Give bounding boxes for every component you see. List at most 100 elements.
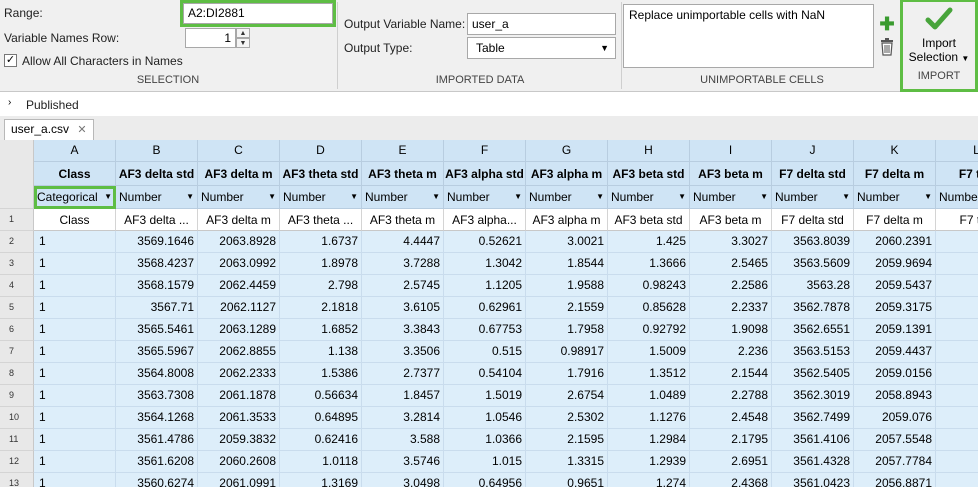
table-cell[interactable]: 0. [936, 451, 978, 473]
column-letter-header[interactable]: K [854, 140, 936, 162]
table-cell[interactable]: 1.3512 [608, 363, 690, 385]
table-cell[interactable]: 1.1276 [608, 407, 690, 429]
published-label[interactable]: Published [26, 98, 79, 112]
table-cell[interactable]: 2059.5437 [854, 275, 936, 297]
table-cell[interactable]: 1 [34, 429, 116, 451]
table-cell[interactable]: 2059.3832 [198, 429, 280, 451]
table-cell[interactable]: 2061.1878 [198, 385, 280, 407]
table-cell[interactable]: 0.64895 [280, 407, 362, 429]
table-cell[interactable]: 3563.5609 [772, 253, 854, 275]
table-cell[interactable]: 1.2939 [608, 451, 690, 473]
table-cell[interactable]: 2.236 [690, 341, 772, 363]
table-cell[interactable]: 1.5386 [280, 363, 362, 385]
table-cell[interactable]: 3.0498 [362, 473, 444, 487]
table-cell[interactable]: 3565.5967 [116, 341, 198, 363]
chevron-right-icon[interactable]: › [8, 97, 12, 108]
table-cell[interactable]: 3.0021 [526, 231, 608, 253]
column-type-dropdown[interactable]: Numbe▼ [936, 186, 978, 209]
table-cell[interactable]: 2062.1127 [198, 297, 280, 319]
table-cell[interactable]: 1.0546 [444, 407, 526, 429]
table-cell[interactable]: 1.8978 [280, 253, 362, 275]
table-cell[interactable]: 2063.1289 [198, 319, 280, 341]
column-type-dropdown[interactable]: Number ▼ [772, 186, 854, 209]
original-name-cell[interactable]: AF3 beta m [690, 209, 772, 231]
table-cell[interactable]: 3.3506 [362, 341, 444, 363]
table-cell[interactable]: 1 [34, 363, 116, 385]
table-cell[interactable]: 0. [936, 253, 978, 275]
table-cell[interactable]: 3562.7878 [772, 297, 854, 319]
table-cell[interactable]: 1 [34, 319, 116, 341]
table-cell[interactable]: 3.2814 [362, 407, 444, 429]
variable-name-header[interactable]: AF3 theta m [362, 162, 444, 186]
variable-name-header[interactable]: F7 delta std [772, 162, 854, 186]
table-cell[interactable]: 2059.076 [854, 407, 936, 429]
table-cell[interactable]: 2.2586 [690, 275, 772, 297]
table-cell[interactable]: 1.3169 [280, 473, 362, 487]
file-tab[interactable]: user_a.csv ✕ [4, 119, 94, 140]
table-cell[interactable]: 0.98917 [526, 341, 608, 363]
table-cell[interactable]: 3561.4786 [116, 429, 198, 451]
allow-all-checkbox[interactable]: ✓ [4, 54, 17, 67]
table-cell[interactable]: 4.4447 [362, 231, 444, 253]
column-type-dropdown[interactable]: Number ▼ [116, 186, 198, 209]
table-cell[interactable]: 3563.5153 [772, 341, 854, 363]
table-cell[interactable]: 2.5465 [690, 253, 772, 275]
table-cell[interactable]: 2.6754 [526, 385, 608, 407]
table-cell[interactable]: 3562.5405 [772, 363, 854, 385]
table-cell[interactable]: 3569.1646 [116, 231, 198, 253]
table-cell[interactable]: 0.515 [444, 341, 526, 363]
column-type-dropdown[interactable]: Categorical ▼ [34, 186, 116, 209]
table-cell[interactable]: 0. [936, 231, 978, 253]
table-cell[interactable]: 1.015 [444, 451, 526, 473]
table-cell[interactable]: 3.6105 [362, 297, 444, 319]
variable-name-header[interactable]: F7 delta m [854, 162, 936, 186]
table-cell[interactable]: 1.274 [608, 473, 690, 487]
column-letter-header[interactable]: L [936, 140, 978, 162]
table-cell[interactable]: 1.425 [608, 231, 690, 253]
output-name-input[interactable]: user_a [467, 13, 616, 35]
table-cell[interactable]: 3565.5461 [116, 319, 198, 341]
column-type-dropdown[interactable]: Number ▼ [608, 186, 690, 209]
table-cell[interactable]: 1.3315 [526, 451, 608, 473]
table-cell[interactable]: 2.4548 [690, 407, 772, 429]
table-cell[interactable]: 3560.6274 [116, 473, 198, 487]
table-cell[interactable]: 2059.1391 [854, 319, 936, 341]
table-cell[interactable]: 3562.3019 [772, 385, 854, 407]
column-letter-header[interactable]: A [34, 140, 116, 162]
table-cell[interactable]: 2.1595 [526, 429, 608, 451]
column-type-dropdown[interactable]: Number ▼ [444, 186, 526, 209]
table-cell[interactable]: 2059.3175 [854, 297, 936, 319]
original-name-cell[interactable]: AF3 beta std [608, 209, 690, 231]
table-cell[interactable]: 0.92792 [608, 319, 690, 341]
table-cell[interactable]: 3.3027 [690, 231, 772, 253]
table-cell[interactable]: 2.1544 [690, 363, 772, 385]
variable-name-header[interactable]: AF3 alpha m [526, 162, 608, 186]
table-cell[interactable]: 3.7288 [362, 253, 444, 275]
table-cell[interactable]: 1.0118 [280, 451, 362, 473]
variable-name-header[interactable]: F7 the [936, 162, 978, 186]
table-cell[interactable]: 3561.6208 [116, 451, 198, 473]
column-type-dropdown[interactable]: Number ▼ [690, 186, 772, 209]
table-cell[interactable]: 1 [34, 473, 116, 487]
table-cell[interactable]: 2061.3533 [198, 407, 280, 429]
table-cell[interactable]: 0.56634 [280, 385, 362, 407]
table-cell[interactable]: 2059.4437 [854, 341, 936, 363]
table-cell[interactable]: 2057.7784 [854, 451, 936, 473]
close-icon[interactable]: ✕ [77, 124, 87, 136]
table-cell[interactable]: 3563.8039 [772, 231, 854, 253]
unimportable-rule-box[interactable]: Replace unimportable cells with NaN [623, 4, 874, 68]
table-cell[interactable]: 2060.2608 [198, 451, 280, 473]
table-cell[interactable]: 3.3843 [362, 319, 444, 341]
table-cell[interactable]: 1.5009 [608, 341, 690, 363]
variable-name-header[interactable]: Class [34, 162, 116, 186]
table-cell[interactable]: 0.9651 [526, 473, 608, 487]
column-letter-header[interactable]: E [362, 140, 444, 162]
table-cell[interactable]: 2.1559 [526, 297, 608, 319]
table-cell[interactable]: 0.98243 [608, 275, 690, 297]
table-cell[interactable]: 2.7377 [362, 363, 444, 385]
original-name-cell[interactable]: F7 the [936, 209, 978, 231]
table-cell[interactable]: 0. [936, 275, 978, 297]
column-type-dropdown[interactable]: Number ▼ [198, 186, 280, 209]
column-type-dropdown[interactable]: Number ▼ [362, 186, 444, 209]
table-cell[interactable]: 1.138 [280, 341, 362, 363]
